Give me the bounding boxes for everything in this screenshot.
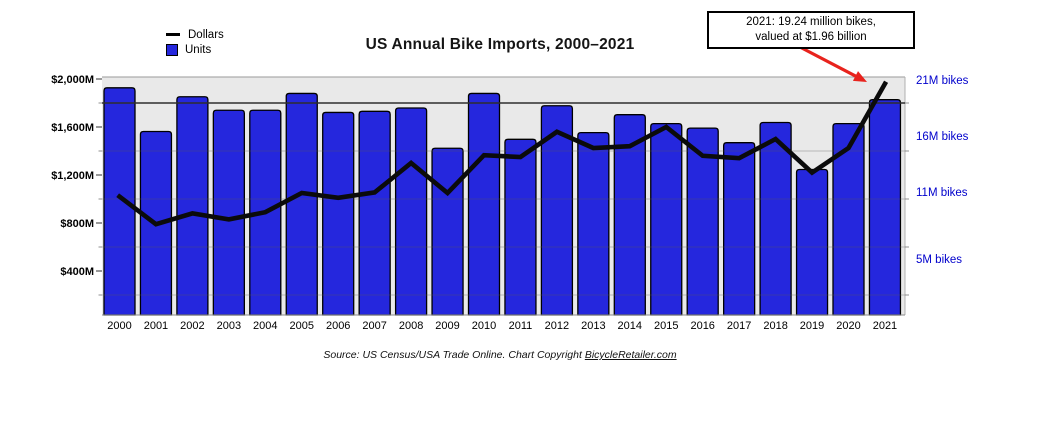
right-axis-label: 21M bikes — [916, 75, 969, 87]
bar-2011 — [504, 138, 537, 316]
chart-title: US Annual Bike Imports, 2000–2021 — [365, 36, 635, 53]
source-text: Source: US Census/USA Trade Online. Char… — [323, 349, 585, 361]
bar-2008 — [394, 107, 428, 316]
year-label: 2010 — [472, 320, 496, 332]
bar-2015 — [650, 122, 683, 316]
source-attribution: Source: US Census/USA Trade Online. Char… — [150, 349, 850, 361]
bar-2018 — [759, 121, 792, 316]
year-label: 2004 — [253, 320, 277, 332]
year-label: 2003 — [217, 320, 241, 332]
year-label: 2014 — [618, 320, 642, 332]
year-label: 2017 — [727, 320, 751, 332]
left-axis-label: $800M — [60, 218, 94, 230]
bar-2000 — [103, 87, 136, 316]
year-label: 2018 — [763, 320, 787, 332]
year-label: 2001 — [144, 320, 168, 332]
bar-2017 — [723, 142, 756, 316]
annotation-line-2: valued at $1.96 billion — [755, 31, 867, 43]
annotation-arrow-head — [852, 71, 867, 82]
dollars-line — [116, 80, 889, 227]
legend-item-dollars: Dollars — [166, 27, 224, 42]
bar-2010 — [467, 92, 501, 316]
bar-2009 — [431, 147, 464, 316]
chart-legend: Dollars Units — [166, 27, 224, 57]
bar-2014 — [613, 114, 646, 316]
year-label: 2009 — [435, 320, 459, 332]
bar-2019 — [795, 168, 829, 316]
bar-2006 — [322, 111, 355, 316]
source-link[interactable]: BicycleRetailer.com — [584, 349, 677, 361]
bar-2013 — [577, 131, 610, 316]
year-label: 2007 — [362, 320, 386, 332]
year-label: 2012 — [545, 320, 569, 332]
year-label: 2000 — [107, 320, 131, 332]
annotation-callout: 2021: 19.24 million bikes, valued at $1.… — [707, 11, 915, 49]
bar-2003 — [212, 109, 245, 316]
annotation-arrow-shaft — [797, 44, 858, 79]
dollars-line-swatch-icon — [166, 33, 180, 36]
left-axis-label: $1,600M — [51, 122, 94, 134]
year-label: 2013 — [581, 320, 605, 332]
right-axis-label: 5M bikes — [916, 254, 962, 266]
year-label: 2011 — [509, 320, 533, 332]
bar-2021 — [868, 99, 902, 316]
legend-label-units: Units — [185, 43, 212, 56]
year-label: 2019 — [800, 320, 824, 332]
year-label: 2021 — [873, 320, 897, 332]
bar-2020 — [832, 122, 865, 316]
year-label: 2006 — [326, 320, 350, 332]
year-label: 2008 — [399, 320, 423, 332]
bar-2007 — [358, 110, 391, 316]
legend-label-dollars: Dollars — [188, 28, 224, 41]
bar-2002 — [176, 96, 209, 316]
left-axis-label: $400M — [60, 266, 94, 278]
year-label: 2015 — [654, 320, 678, 332]
left-axis-label: $2,000M — [51, 74, 94, 86]
annotation-line-1: 2021: 19.24 million bikes, — [746, 16, 876, 28]
bar-2012 — [540, 105, 574, 316]
units-square-swatch-icon — [166, 43, 178, 56]
right-axis-label: 11M bikes — [916, 187, 968, 199]
bar-2016 — [686, 127, 719, 316]
legend-item-units: Units — [166, 42, 224, 57]
right-axis-label: 16M bikes — [916, 131, 969, 143]
year-label: 2016 — [690, 320, 714, 332]
year-label: 2005 — [290, 320, 314, 332]
bar-2005 — [285, 92, 318, 316]
year-label: 2020 — [836, 320, 860, 332]
left-axis-label: $1,200M — [51, 170, 94, 182]
year-label: 2002 — [180, 320, 204, 332]
